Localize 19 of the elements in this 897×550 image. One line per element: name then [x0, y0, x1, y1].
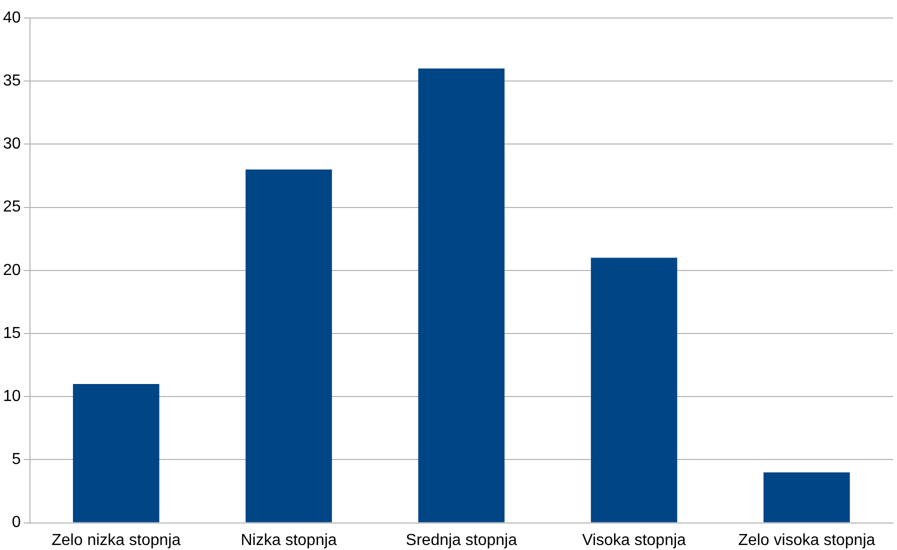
x-tick-label: Zelo nizka stopnja	[52, 532, 181, 549]
bar	[418, 68, 505, 522]
y-tick-label: 40	[3, 9, 21, 26]
y-tick-label: 30	[3, 136, 21, 153]
y-tick-label: 10	[3, 388, 21, 406]
x-tick-label: Srednja stopnja	[406, 532, 518, 549]
bar	[72, 384, 160, 522]
y-tick-label: 5	[12, 451, 21, 468]
y-tick-label: 35	[3, 72, 21, 90]
y-tick-label: 15	[3, 324, 21, 342]
y-tick-label: 25	[3, 198, 21, 216]
y-tick-label: 20	[3, 262, 21, 279]
x-tick-label: Zelo visoka stopnja	[738, 532, 876, 549]
y-tick-label: 0	[12, 514, 21, 532]
x-tick-label: Nizka stopnja	[240, 532, 337, 549]
x-tick-label: Visoka stopnja	[582, 532, 686, 549]
bar	[246, 169, 332, 522]
bar	[590, 258, 678, 522]
bar	[764, 472, 850, 522]
